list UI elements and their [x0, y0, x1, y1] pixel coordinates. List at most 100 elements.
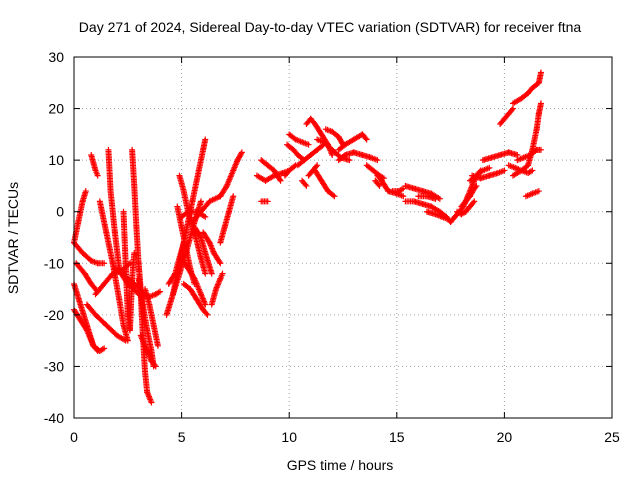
data-point	[183, 209, 190, 216]
data-point	[208, 270, 215, 277]
data-point	[532, 147, 539, 154]
data-point	[510, 105, 517, 112]
data-series-trk-au	[335, 131, 370, 153]
data-point	[375, 181, 382, 188]
data-series-trk-r	[137, 332, 159, 370]
x-axis-label: GPS time / hours	[287, 457, 394, 473]
data-point	[230, 193, 237, 200]
data-point	[94, 172, 101, 179]
x-tick-label: 5	[178, 429, 186, 445]
data-series-trk-an	[294, 141, 327, 169]
data-point	[157, 288, 164, 295]
data-point	[219, 270, 226, 277]
data-series-trk-m	[120, 208, 138, 334]
data-point	[238, 150, 245, 157]
y-tick-label: -40	[44, 410, 64, 426]
data-point	[537, 69, 544, 76]
data-point	[238, 149, 245, 156]
data-point	[217, 260, 224, 267]
data-point	[202, 213, 209, 220]
data-point	[82, 188, 89, 195]
data-series-trk-bi	[479, 149, 521, 164]
data-series-trk-aj	[258, 198, 271, 205]
data-series-trk-bh	[466, 164, 493, 184]
data-series-trk-av	[335, 149, 381, 164]
data-point	[537, 146, 544, 153]
data-point	[346, 157, 353, 164]
data-series-trk-f	[88, 151, 101, 179]
data-series-trk-s	[139, 288, 164, 300]
data-series-trk-bk	[497, 105, 517, 128]
data-point	[376, 182, 383, 189]
chart-title: Day 271 of 2024, Sidereal Day-to-day VTE…	[79, 19, 582, 35]
data-series-trk-bf	[454, 198, 478, 218]
data-series-trk-x	[178, 255, 209, 308]
data-point	[537, 100, 544, 107]
data-point	[122, 337, 129, 344]
data-series-trk-bg	[458, 182, 480, 210]
y-tick-label: 0	[56, 204, 64, 220]
y-tick-label: 20	[48, 101, 64, 117]
data-point	[330, 192, 337, 199]
plot-frame	[73, 56, 613, 419]
data-point	[202, 136, 209, 143]
data-point	[472, 184, 479, 191]
data-point	[314, 162, 321, 169]
data-point	[313, 163, 320, 170]
data-point	[374, 157, 381, 164]
data-point	[302, 181, 309, 188]
data-series-trk-ba	[402, 182, 443, 202]
axis-ticks: 0 5 10 15 20 25 -40 -30 -20 -10 0 10 20 30	[44, 49, 620, 445]
y-tick-label: -10	[44, 255, 64, 271]
data-point	[473, 182, 480, 189]
data-point	[331, 193, 338, 200]
data-point	[101, 345, 108, 352]
data-point	[362, 135, 369, 142]
data-series-trk-af	[217, 149, 245, 200]
x-tick-label: 0	[70, 429, 78, 445]
y-axis-label: SDTVAR / TECUs	[5, 182, 21, 294]
data-series-trk-ae	[217, 193, 237, 246]
data-point	[264, 198, 271, 205]
data-series-trk-al	[286, 131, 312, 148]
x-tick-label: 10	[281, 429, 297, 445]
data-series-trk-z	[180, 280, 211, 318]
data-point	[148, 399, 155, 406]
data-series-trk-bd	[423, 208, 452, 223]
data-series-trk-h	[96, 198, 131, 344]
data-series-trk-y	[176, 172, 209, 277]
data-point	[154, 342, 161, 349]
data-series-trk-bl	[510, 69, 544, 107]
data-point	[363, 136, 370, 143]
x-tick-label: 20	[497, 429, 513, 445]
y-tick-label: 30	[48, 49, 64, 65]
data-series-trk-ag	[178, 208, 209, 220]
data-series-trk-ap	[314, 136, 353, 164]
y-tick-label: -30	[44, 358, 64, 374]
data-point	[216, 258, 223, 265]
data-point	[501, 167, 508, 174]
data-series-trk-j	[83, 301, 129, 344]
data-series-trk-as	[305, 162, 321, 179]
data-point	[277, 177, 284, 184]
data-series-trk-ab	[200, 229, 224, 267]
data-series-trk-ac	[189, 193, 224, 226]
data-point	[197, 198, 204, 205]
data-point	[152, 363, 159, 370]
data-series-trk-ad	[208, 270, 226, 308]
data-point	[276, 176, 283, 183]
data-point	[470, 199, 477, 206]
data-point	[204, 311, 211, 318]
data-point	[471, 198, 478, 205]
data-point	[529, 167, 536, 174]
data-series-trk-aq	[312, 167, 338, 200]
data-series-trk-az	[389, 185, 407, 195]
data-series-trk-aa	[191, 224, 215, 277]
y-tick-label: 10	[48, 152, 64, 168]
data-point	[303, 182, 310, 189]
data-point	[151, 362, 158, 369]
data-series-trk-ar	[299, 177, 310, 189]
data-point	[131, 249, 138, 256]
data-point	[508, 106, 515, 113]
data-point	[514, 151, 521, 158]
